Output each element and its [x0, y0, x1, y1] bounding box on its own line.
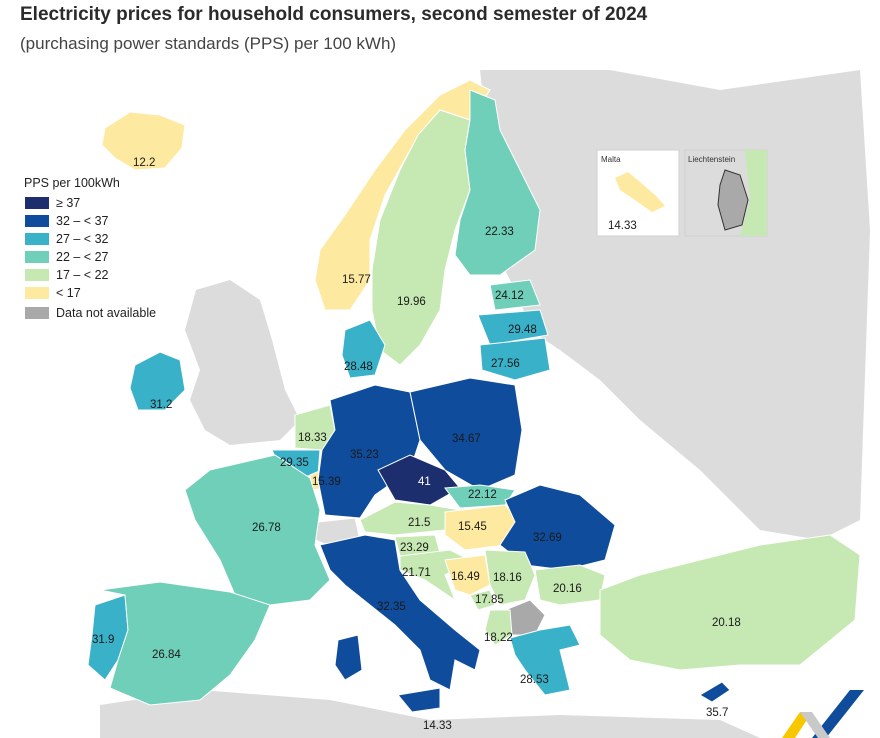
publisher-logo [782, 690, 864, 738]
value-cyprus: 35.7 [706, 707, 728, 719]
value-germany: 35.23 [350, 449, 379, 461]
page-subtitle: (purchasing power standards (PPS) per 10… [20, 34, 397, 53]
region-latvia [477, 309, 549, 346]
value-turkey: 20.18 [712, 617, 741, 629]
legend-label: 27 – < 32 [56, 231, 109, 246]
value-croatia: 21.71 [402, 567, 431, 579]
value-bulgaria: 20.16 [553, 583, 582, 595]
value-italy: 32.35 [377, 601, 406, 613]
legend-item: 27 – < 32 [24, 230, 156, 247]
legend-swatch [24, 195, 50, 210]
value-hungary: 15.45 [458, 521, 487, 533]
malta-inset: Malta 14.33 [596, 149, 680, 237]
value-austria: 21.5 [408, 517, 430, 529]
legend-item: < 17 [24, 284, 156, 301]
malta-value-label: 14.33 [608, 220, 637, 232]
legend-swatch [24, 213, 50, 228]
value-malta-south: 14.33 [423, 720, 452, 732]
value-czechia: 41 [418, 476, 431, 488]
value-greece: 28.53 [520, 674, 549, 686]
region-estonia [489, 279, 541, 311]
region-germany [317, 384, 421, 519]
region-sweden [371, 109, 471, 366]
value-luxembourg: 15.39 [312, 476, 341, 488]
legend-swatch-na [24, 305, 50, 320]
value-iceland: 12.2 [133, 157, 155, 169]
value-finland: 22.33 [485, 226, 514, 238]
value-belgium: 29.35 [280, 457, 309, 469]
legend-item: 22 – < 27 [24, 248, 156, 265]
region-north-macedonia [484, 609, 513, 646]
value-bosnia: 16.49 [451, 571, 480, 583]
legend-items: ≥ 37 32 – < 37 27 – < 32 22 – < 27 17 – < 22… [24, 194, 156, 301]
region-iceland [101, 111, 186, 171]
region-finland [454, 89, 541, 276]
legend-label: ≥ 37 [56, 195, 81, 210]
region-romania [499, 484, 616, 571]
value-norway: 15.77 [342, 274, 371, 286]
legend-label-na: Data not available [56, 305, 157, 320]
value-ireland: 31.2 [150, 399, 172, 411]
region-turkey [599, 534, 861, 671]
legend-title: PPS per 100kWh [24, 176, 120, 190]
region-lithuania [479, 337, 551, 381]
legend-item: 32 – < 37 [24, 212, 156, 229]
region-greece [509, 624, 581, 696]
background-land-east [480, 70, 870, 540]
value-sweden: 19.96 [397, 296, 426, 308]
region-ireland [129, 351, 186, 411]
region-poland [409, 377, 523, 491]
value-netherlands: 18.33 [298, 432, 327, 444]
value-labels: 12.2 15.77 19.96 22.33 24.12 29.48 27.56… [92, 157, 741, 732]
liechtenstein-inset: Liechtenstein [684, 149, 768, 237]
legend-item-na: Data not available [24, 304, 156, 321]
legend-label: 22 – < 27 [56, 249, 109, 264]
background-land-africa [100, 690, 760, 738]
value-estonia: 24.12 [495, 290, 524, 302]
region-france [184, 454, 331, 606]
value-slovakia: 22.12 [468, 489, 497, 501]
legend-label: 17 – < 22 [56, 267, 109, 282]
legend-label: 32 – < 37 [56, 213, 109, 228]
value-france: 26.78 [252, 522, 281, 534]
value-spain: 26.84 [152, 649, 181, 661]
value-romania: 32.69 [533, 532, 562, 544]
value-serbia: 18.16 [493, 572, 522, 584]
legend-swatch [24, 231, 50, 246]
region-malta [615, 172, 665, 212]
region-sicily [397, 687, 441, 713]
value-north-macedonia: 18.22 [484, 632, 513, 644]
legend-swatch [24, 285, 50, 300]
legend-swatch [24, 267, 50, 282]
region-bosnia [444, 554, 491, 596]
legend: PPS per 100kWh ≥ 37 32 – < 37 27 – < 32 22 … [24, 176, 156, 322]
value-montenegro: 17.85 [475, 594, 504, 606]
page-title: Electricity prices for household consume… [20, 4, 648, 25]
value-latvia: 29.48 [508, 324, 537, 336]
legend-swatch [24, 249, 50, 264]
region-liechtenstein [717, 169, 749, 231]
value-lithuania: 27.56 [491, 358, 520, 370]
region-serbia [484, 549, 536, 606]
liechtenstein-inset-neighbour [740, 150, 767, 236]
value-poland: 34.67 [452, 433, 481, 445]
legend-item: ≥ 37 [24, 194, 156, 211]
region-cyprus [699, 681, 731, 703]
region-spain [99, 581, 271, 706]
region-italy [319, 534, 481, 691]
value-slovenia: 23.29 [400, 542, 429, 554]
background-land-uk [185, 280, 300, 445]
value-portugal: 31.9 [92, 634, 114, 646]
legend-label: < 17 [56, 285, 81, 300]
region-montenegro [469, 589, 496, 611]
legend-item: 17 – < 22 [24, 266, 156, 283]
region-denmark [341, 319, 386, 379]
malta-inset-title: Malta [601, 155, 621, 164]
value-denmark: 28.48 [344, 361, 373, 373]
region-sardinia [334, 634, 363, 681]
liechtenstein-inset-title: Liechtenstein [688, 155, 735, 164]
